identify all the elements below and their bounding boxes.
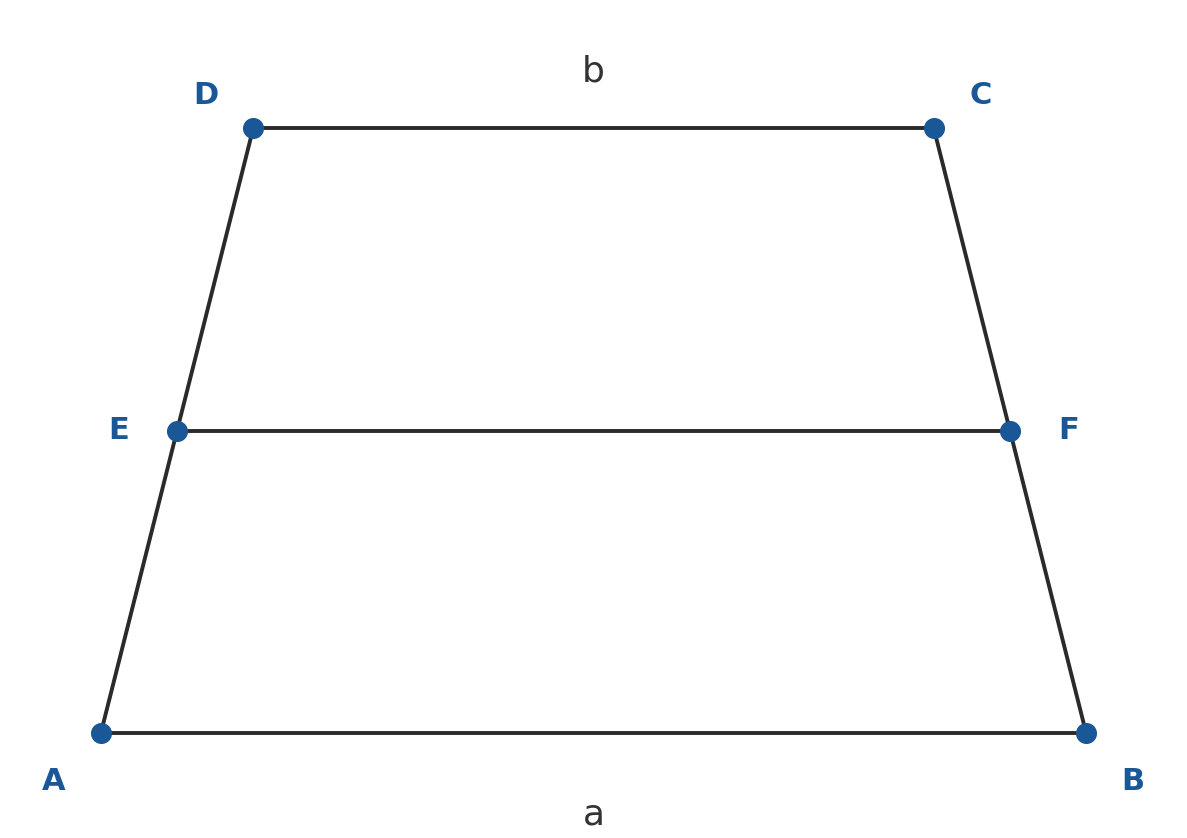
Point (1077, 727, 1096, 740)
Point (925, 122, 944, 135)
Text: a: a (583, 797, 604, 831)
Point (167, 424, 186, 437)
Text: D: D (193, 81, 218, 111)
Point (1001, 424, 1020, 437)
Text: B: B (1122, 768, 1144, 796)
Text: E: E (108, 416, 128, 445)
Text: F: F (1059, 416, 1079, 445)
Text: C: C (970, 81, 992, 111)
Text: A: A (42, 768, 65, 796)
Point (91, 727, 110, 740)
Point (243, 122, 262, 135)
Text: b: b (582, 54, 605, 89)
